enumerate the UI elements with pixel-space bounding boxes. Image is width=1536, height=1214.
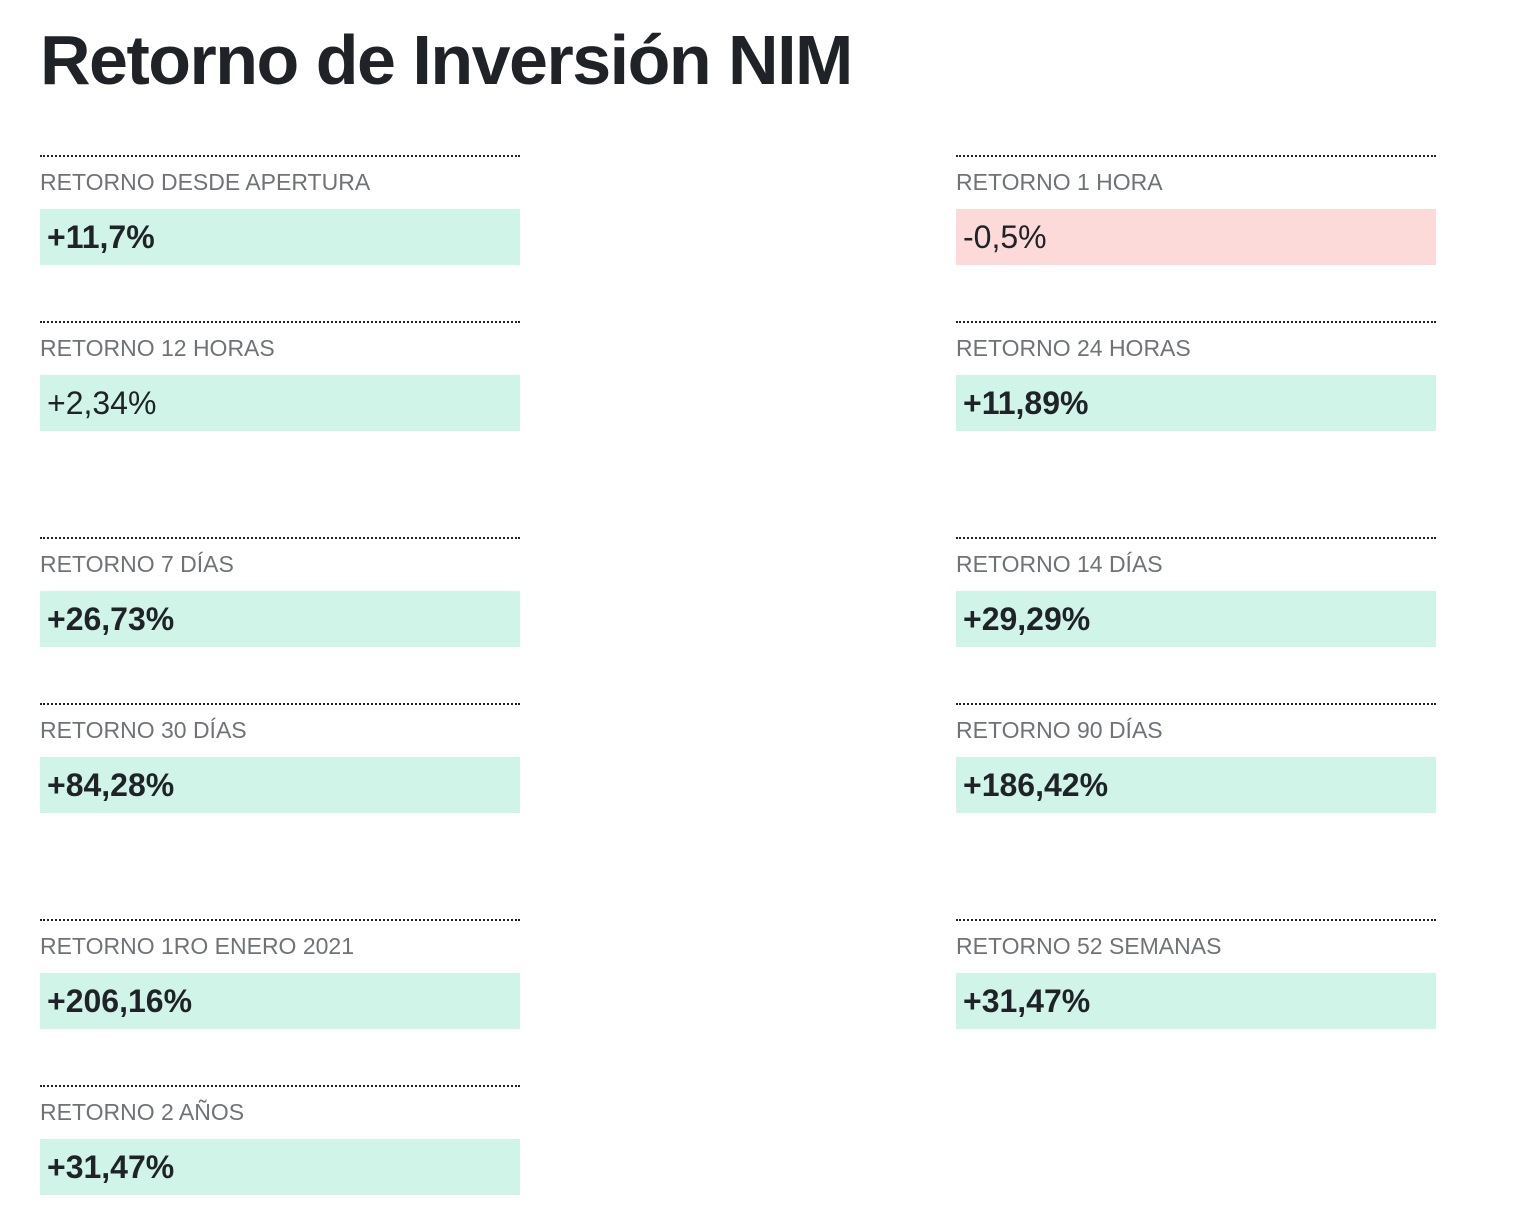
metric-card-30-dias: RETORNO 30 DÍAS +84,28%	[40, 703, 520, 813]
metric-value: +26,73%	[40, 591, 520, 647]
metric-value: +206,16%	[40, 973, 520, 1029]
metric-value: +186,42%	[956, 757, 1436, 813]
page-title: Retorno de Inversión NIM	[40, 21, 853, 99]
metric-label: RETORNO DESDE APERTURA	[40, 169, 371, 195]
metric-label: RETORNO 14 DÍAS	[956, 551, 1163, 577]
metric-card-52-semanas: RETORNO 52 SEMANAS +31,47%	[956, 919, 1436, 1029]
metric-value: +31,47%	[956, 973, 1436, 1029]
metric-label: RETORNO 1RO ENERO 2021	[40, 933, 355, 959]
dotted-divider	[40, 321, 520, 323]
dotted-divider	[956, 703, 1436, 705]
metric-card-90-dias: RETORNO 90 DÍAS +186,42%	[956, 703, 1436, 813]
metric-card-2-anos: RETORNO 2 AÑOS +31,47%	[40, 1085, 520, 1195]
dotted-divider	[40, 703, 520, 705]
dotted-divider	[956, 919, 1436, 921]
metric-card-desde-apertura: RETORNO DESDE APERTURA +11,7%	[40, 155, 520, 265]
dotted-divider	[40, 155, 520, 157]
dotted-divider	[956, 537, 1436, 539]
dotted-divider	[40, 537, 520, 539]
dotted-divider	[956, 321, 1436, 323]
metric-label: RETORNO 7 DÍAS	[40, 551, 234, 577]
metric-value: +2,34%	[40, 375, 520, 431]
metric-label: RETORNO 1 HORA	[956, 169, 1163, 195]
metric-label: RETORNO 90 DÍAS	[956, 717, 1163, 743]
metric-card-1-hora: RETORNO 1 HORA -0,5%	[956, 155, 1436, 265]
metric-value: +11,89%	[956, 375, 1436, 431]
metric-card-24-horas: RETORNO 24 HORAS +11,89%	[956, 321, 1436, 431]
metric-label: RETORNO 30 DÍAS	[40, 717, 247, 743]
metric-label: RETORNO 12 HORAS	[40, 335, 275, 361]
dotted-divider	[40, 919, 520, 921]
metric-label: RETORNO 24 HORAS	[956, 335, 1191, 361]
metric-label: RETORNO 2 AÑOS	[40, 1099, 245, 1125]
metric-card-12-horas: RETORNO 12 HORAS +2,34%	[40, 321, 520, 431]
dotted-divider	[40, 1085, 520, 1087]
metric-card-14-dias: RETORNO 14 DÍAS +29,29%	[956, 537, 1436, 647]
metric-card-7-dias: RETORNO 7 DÍAS +26,73%	[40, 537, 520, 647]
metric-value: +84,28%	[40, 757, 520, 813]
metric-value: +11,7%	[40, 209, 520, 265]
metric-label: RETORNO 52 SEMANAS	[956, 933, 1222, 959]
metric-value: -0,5%	[956, 209, 1436, 265]
metric-card-1ro-enero-2021: RETORNO 1RO ENERO 2021 +206,16%	[40, 919, 520, 1029]
metric-value: +29,29%	[956, 591, 1436, 647]
dotted-divider	[956, 155, 1436, 157]
metric-value: +31,47%	[40, 1139, 520, 1195]
